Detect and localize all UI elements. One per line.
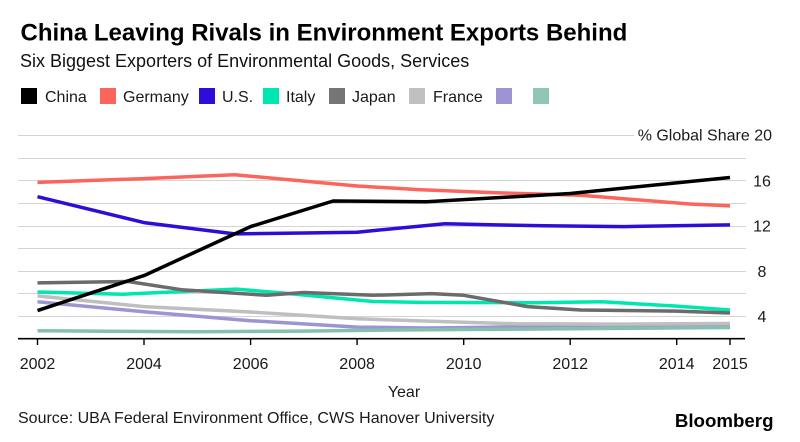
- svg-text:U.S.: U.S.: [222, 89, 253, 106]
- svg-text:2008: 2008: [339, 356, 375, 373]
- svg-text:France: France: [433, 89, 483, 106]
- svg-text:16: 16: [753, 174, 771, 191]
- svg-text:China: China: [45, 89, 87, 106]
- svg-text:2006: 2006: [233, 356, 269, 373]
- svg-text:2004: 2004: [126, 356, 162, 373]
- svg-text:8: 8: [758, 264, 767, 281]
- svg-text:Bloomberg: Bloomberg: [675, 410, 774, 431]
- svg-text:2002: 2002: [20, 356, 56, 373]
- svg-text:2012: 2012: [552, 356, 588, 373]
- svg-text:2014: 2014: [659, 356, 695, 373]
- svg-text:2010: 2010: [446, 356, 482, 373]
- svg-text:Year: Year: [388, 384, 421, 401]
- svg-text:Japan: Japan: [352, 89, 396, 106]
- svg-text:4: 4: [758, 309, 767, 326]
- svg-text:Source: UBA Federal Environmen: Source: UBA Federal Environment Office, …: [18, 410, 494, 427]
- svg-text:% Global Share 20: % Global Share 20: [638, 128, 772, 145]
- svg-text:Six Biggest Exporters of Envir: Six Biggest Exporters of Environmental G…: [20, 51, 469, 71]
- svg-text:2015: 2015: [712, 356, 748, 373]
- svg-text:Italy: Italy: [286, 89, 315, 106]
- svg-text:China Leaving Rivals in Enviro: China Leaving Rivals in Environment Expo…: [21, 20, 628, 47]
- svg-text:Germany: Germany: [123, 89, 189, 106]
- svg-text:12: 12: [753, 219, 771, 236]
